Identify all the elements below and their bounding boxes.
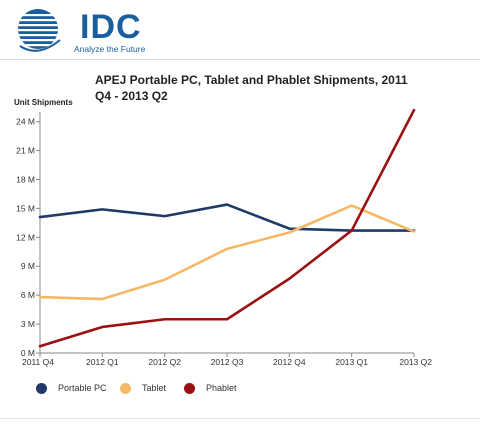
x-tick-label: 2012 Q1 <box>86 357 119 367</box>
y-tick-label: 18 M <box>16 174 35 184</box>
header-divider <box>0 59 480 60</box>
y-tick-label: 21 M <box>16 146 35 156</box>
x-tick-label: 2011 Q4 <box>22 357 54 367</box>
legend-swatch <box>36 383 47 394</box>
x-tick-label: 2013 Q1 <box>335 357 368 367</box>
y-tick-label: 0 M <box>21 348 35 358</box>
y-tick-label: 15 M <box>16 203 35 213</box>
brand-name: IDC <box>80 8 142 46</box>
legend-swatch <box>120 383 131 394</box>
y-tick-label: 9 M <box>21 261 35 271</box>
series-line-tablet <box>38 204 416 301</box>
idc-logo[interactable]: IDC Analyze the Future <box>12 6 152 54</box>
header: IDC Analyze the Future <box>0 0 480 58</box>
x-tick-label: 2012 Q3 <box>211 357 244 367</box>
brand-tagline: Analyze the Future <box>74 44 146 54</box>
y-tick-label: 3 M <box>21 319 35 329</box>
legend-swatch <box>184 383 195 394</box>
series-line-phablet <box>38 108 416 348</box>
y-axis-title: Unit Shipments <box>14 98 73 107</box>
y-tick-label: 12 M <box>16 232 35 242</box>
chart-title: APEJ Portable PC, Tablet and Phablet Shi… <box>95 73 408 103</box>
y-tick-label: 6 M <box>21 290 35 300</box>
globe-icon <box>18 9 61 52</box>
x-tick-label: 2012 Q2 <box>148 357 181 367</box>
footer-divider <box>0 418 480 419</box>
legend-label: Phablet <box>206 383 237 393</box>
legend-label: Portable PC <box>58 383 107 393</box>
legend-label: Tablet <box>142 383 167 393</box>
x-tick-label: 2013 Q2 <box>399 357 432 367</box>
y-tick-label: 24 M <box>16 117 35 127</box>
x-tick-label: 2012 Q4 <box>273 357 306 367</box>
